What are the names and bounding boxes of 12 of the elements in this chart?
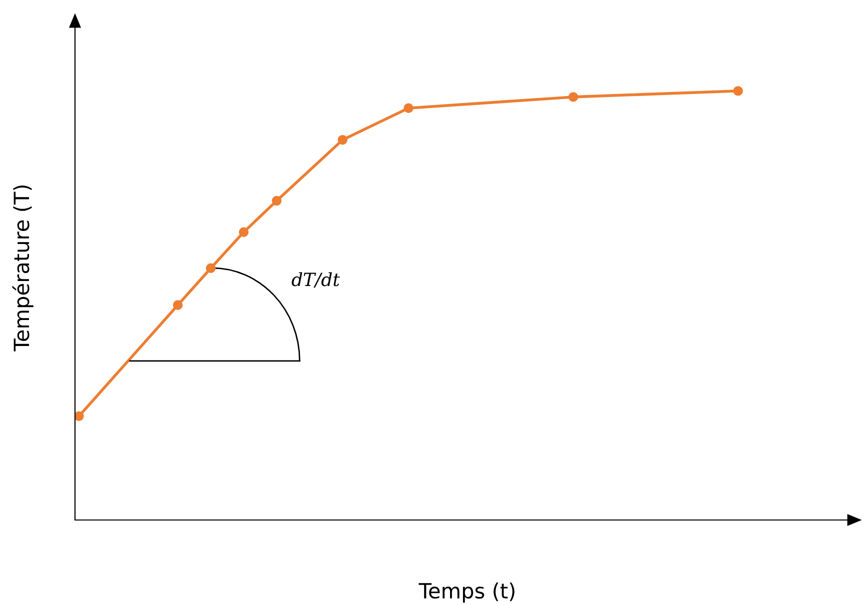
point bbox=[338, 134, 348, 145]
point bbox=[404, 103, 414, 113]
point bbox=[75, 411, 84, 422]
point bbox=[568, 92, 578, 102]
point bbox=[272, 196, 282, 206]
point bbox=[206, 263, 216, 274]
point bbox=[238, 227, 249, 237]
annotation: dT/dt bbox=[292, 272, 340, 288]
point bbox=[172, 300, 183, 310]
y-axis-title: Température (T) bbox=[12, 186, 34, 352]
point bbox=[733, 86, 743, 96]
x-axis-title: Temps (t) bbox=[418, 582, 514, 603]
